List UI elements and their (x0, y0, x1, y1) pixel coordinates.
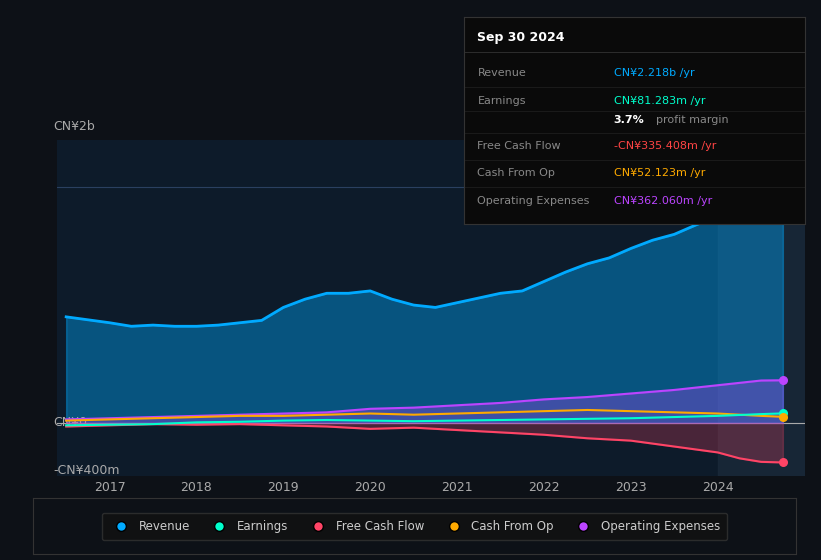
Point (777, 458, 790, 467)
Text: CN¥81.283m /yr: CN¥81.283m /yr (614, 96, 705, 106)
Text: CN¥362.060m /yr: CN¥362.060m /yr (614, 196, 712, 206)
Point (777, 157, 790, 166)
Text: -CN¥400m: -CN¥400m (53, 464, 120, 477)
Text: 3.7%: 3.7% (614, 115, 644, 125)
Text: profit margin: profit margin (656, 115, 729, 125)
Text: CN¥2b: CN¥2b (53, 120, 95, 133)
Point (777, 409, 790, 418)
Point (777, 376, 790, 385)
Text: Operating Expenses: Operating Expenses (478, 196, 589, 206)
Text: Free Cash Flow: Free Cash Flow (478, 141, 561, 151)
Legend: Revenue, Earnings, Free Cash Flow, Cash From Op, Operating Expenses: Revenue, Earnings, Free Cash Flow, Cash … (102, 513, 727, 540)
Text: CN¥0: CN¥0 (53, 417, 88, 430)
Bar (718, 140, 805, 476)
Text: Sep 30 2024: Sep 30 2024 (478, 31, 565, 44)
Text: Earnings: Earnings (478, 96, 526, 106)
Point (777, 412, 790, 421)
Text: Revenue: Revenue (478, 68, 526, 78)
Text: Cash From Op: Cash From Op (478, 168, 555, 178)
Text: CN¥52.123m /yr: CN¥52.123m /yr (614, 168, 705, 178)
Text: -CN¥335.408m /yr: -CN¥335.408m /yr (614, 141, 716, 151)
Text: CN¥2.218b /yr: CN¥2.218b /yr (614, 68, 695, 78)
